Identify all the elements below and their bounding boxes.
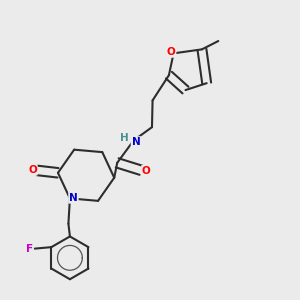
Text: F: F [26,244,33,254]
Text: O: O [28,165,37,175]
Text: N: N [132,137,140,147]
Text: H: H [120,133,129,143]
Text: O: O [142,166,151,176]
Text: N: N [69,193,78,203]
Text: O: O [167,47,176,57]
